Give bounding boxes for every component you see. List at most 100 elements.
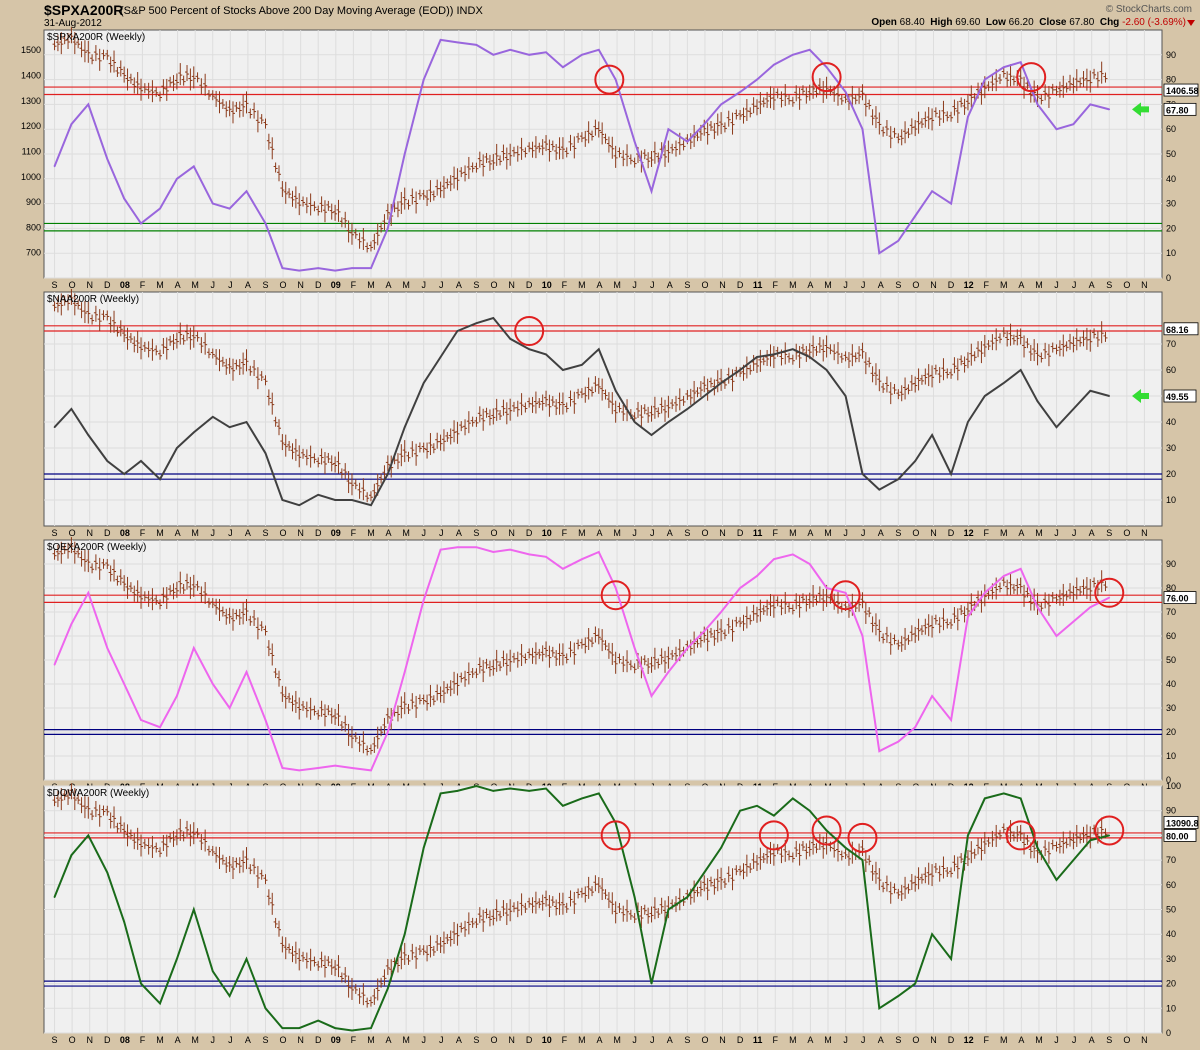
data-point: [1036, 103, 1039, 106]
x-tick-label: O: [491, 1035, 498, 1045]
data-point: [492, 54, 495, 56]
y-tick-label: 10: [1166, 1003, 1176, 1013]
x-tick-label: O: [491, 280, 498, 290]
data-point: [720, 382, 722, 384]
data-point: [650, 695, 653, 697]
x-tick-label: A: [175, 528, 181, 538]
data-point: [334, 499, 336, 501]
data-point: [387, 227, 389, 230]
x-tick-label: S: [684, 1035, 690, 1045]
data-point: [703, 630, 706, 632]
x-tick-label: D: [104, 528, 111, 538]
data-point: [739, 587, 741, 589]
data-point: [1108, 596, 1111, 599]
data-point: [984, 78, 986, 81]
data-point: [1072, 123, 1075, 126]
low-label: Low: [985, 17, 1006, 28]
panel-title: $SPXA200R (Weekly): [47, 32, 145, 43]
highlight-circle: [1005, 820, 1036, 851]
x-tick-label: O: [69, 1035, 76, 1045]
x-tick-label: D: [948, 1035, 955, 1045]
data-point: [633, 421, 636, 423]
data-point: [1108, 395, 1111, 397]
data-point: [87, 103, 90, 106]
data-point: [528, 790, 530, 792]
x-tick-label: S: [895, 528, 901, 538]
data-point: [720, 103, 722, 106]
data-point: [897, 995, 900, 997]
price-tick-label: 1200: [21, 121, 41, 131]
y-tick-label: 40: [1166, 417, 1176, 427]
panel-spxa200r: 0102030405060708090700800900100011001200…: [21, 27, 1199, 290]
y-tick-label: 50: [1166, 905, 1176, 915]
price-tick-label: 800: [26, 222, 41, 232]
data-point: [562, 804, 564, 807]
data-point: [211, 416, 214, 418]
x-tick-label: O: [280, 528, 287, 538]
x-tick-label: 12: [964, 1035, 974, 1045]
x-tick-label: D: [948, 280, 955, 290]
x-tick-label: A: [175, 1035, 181, 1045]
x-tick-label: O: [280, 280, 287, 290]
high-label: High: [930, 17, 953, 28]
x-tick-label: S: [52, 528, 58, 538]
x-tick-label: S: [1106, 528, 1112, 538]
x-tick-label: 08: [120, 280, 130, 290]
data-point: [140, 719, 142, 721]
x-tick-label: A: [667, 1035, 673, 1045]
y-tick-label: 100: [1166, 781, 1181, 791]
x-tick-label: A: [386, 280, 392, 290]
last-value-box: [1163, 102, 1197, 116]
data-point: [878, 1007, 881, 1010]
data-point: [334, 764, 336, 767]
y-tick-label: 50: [1166, 149, 1176, 159]
price-tick-label: 1500: [21, 45, 41, 55]
price-tick-label: 900: [26, 197, 41, 207]
data-point: [756, 804, 758, 807]
x-tick-label: S: [895, 1035, 901, 1045]
data-point: [439, 356, 442, 358]
data-point: [387, 987, 389, 990]
y-tick-label: 40: [1166, 929, 1176, 939]
x-tick-label: 12: [964, 528, 974, 538]
data-point: [703, 871, 706, 874]
y-tick-label: 60: [1166, 631, 1176, 641]
x-tick-label: J: [211, 280, 216, 290]
data-point: [562, 66, 564, 68]
x-tick-label: M: [156, 528, 164, 538]
data-point: [317, 1019, 320, 1022]
data-point: [87, 834, 90, 837]
data-point: [686, 647, 689, 649]
y-tick-label: 10: [1166, 495, 1176, 505]
data-point: [370, 504, 372, 507]
data-point: [298, 504, 301, 507]
x-tick-label: F: [983, 1035, 989, 1045]
data-point: [509, 49, 511, 51]
x-tick-label: S: [684, 528, 690, 538]
x-tick-label: A: [878, 528, 884, 538]
data-point: [720, 846, 722, 849]
x-tick-label: A: [175, 280, 181, 290]
data-point: [509, 548, 511, 551]
highlight-circle: [594, 64, 625, 95]
y-tick-label: 70: [1166, 339, 1176, 349]
data-point: [808, 809, 811, 812]
data-point: [439, 548, 442, 551]
data-point: [475, 785, 478, 787]
x-tick-label: D: [737, 528, 744, 538]
x-tick-label: A: [807, 280, 813, 290]
x-tick-label: M: [367, 528, 375, 538]
data-point: [844, 395, 847, 397]
data-point: [123, 921, 125, 923]
high-value: 69.60: [955, 17, 981, 28]
chart-date: 31-Aug-2012: [44, 18, 102, 29]
last-value-box: [1163, 389, 1197, 403]
data-point: [1055, 635, 1058, 637]
data-point: [581, 54, 583, 56]
data-point: [228, 995, 231, 997]
x-tick-label: D: [104, 280, 111, 290]
data-point: [614, 78, 617, 81]
chart-header: $SPXA200R (S&P 500 Percent of Stocks Abo…: [0, 0, 1200, 30]
x-tick-label: M: [613, 1035, 621, 1045]
x-tick-label: J: [650, 1035, 655, 1045]
